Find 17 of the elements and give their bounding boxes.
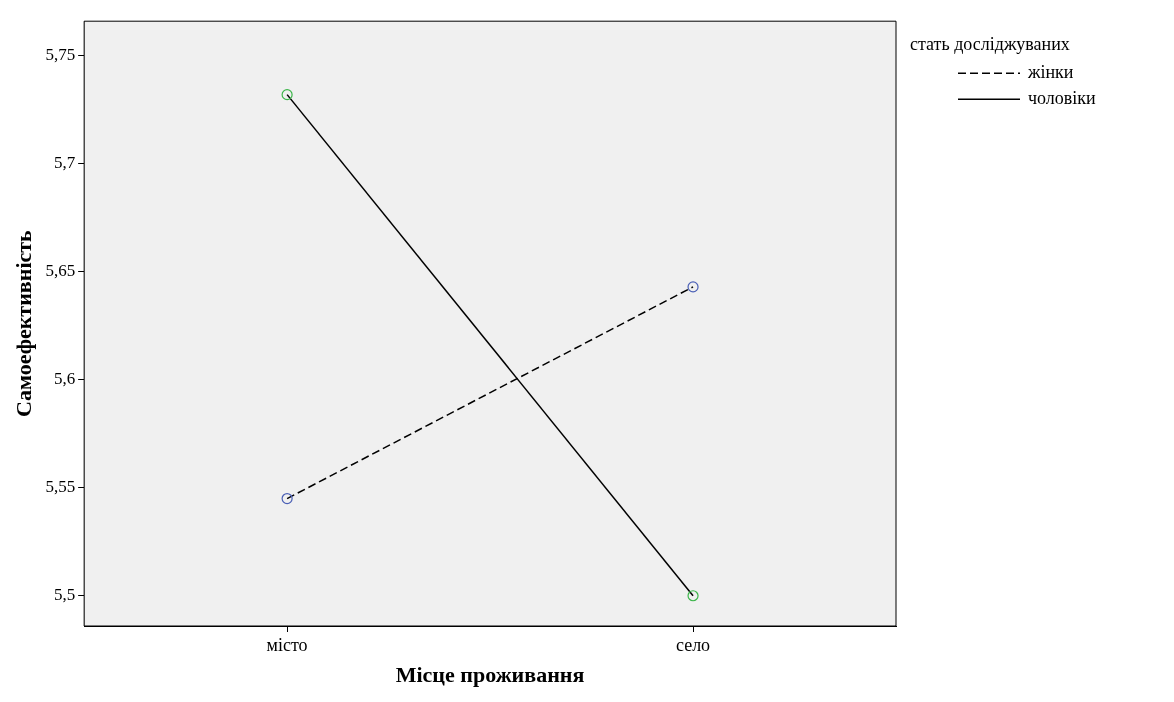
point bbox=[687, 590, 699, 602]
x-tick-label: місто bbox=[266, 634, 308, 655]
point bbox=[687, 281, 699, 293]
point bbox=[281, 492, 293, 505]
y-tick-label: 5,75 bbox=[45, 45, 76, 65]
y-tick-label: 5,7 bbox=[53, 153, 76, 173]
y-tick-label: 5,5 bbox=[53, 585, 76, 605]
x-tick-label: село bbox=[675, 634, 711, 655]
x-axis-title: Місце проживання bbox=[395, 662, 585, 688]
y-tick-label: 5,6 bbox=[53, 369, 76, 389]
y-axis-title: Самоефективність bbox=[10, 229, 36, 417]
legend-title: стать досліджуваних bbox=[910, 33, 1070, 54]
y-tick-label: 5,65 bbox=[45, 261, 76, 281]
y-tick-label: 5,55 bbox=[45, 477, 76, 497]
legend-label: чоловіки bbox=[1028, 87, 1097, 108]
point bbox=[281, 89, 293, 101]
legend-label: жінки bbox=[1027, 61, 1074, 82]
